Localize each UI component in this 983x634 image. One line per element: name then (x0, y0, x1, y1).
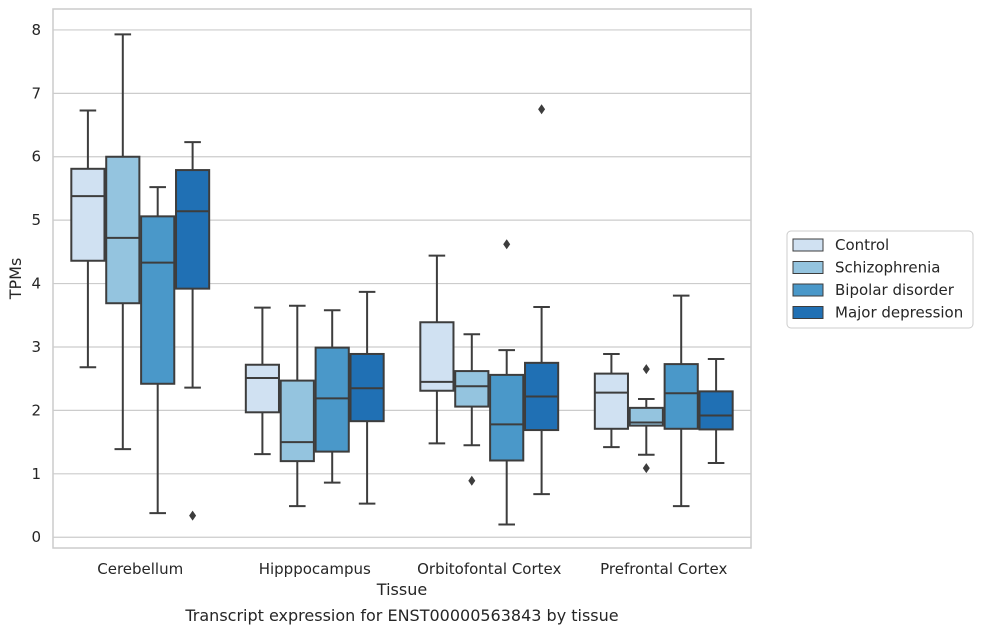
outlier-point (642, 364, 650, 375)
x-tick-label: Cerebellum (97, 560, 183, 578)
legend-label: Bipolar disorder (835, 281, 955, 299)
plot-frame (52, 8, 752, 549)
x-tick-labels: Cerebellum Hipppocampus Orbitofontal Corte… (97, 560, 727, 578)
iqr-box (663, 363, 699, 430)
legend-swatch (792, 261, 824, 274)
box-schizophrenia (279, 304, 315, 508)
x-tick-label: Orbitofontal Cortex (417, 560, 561, 578)
y-tick-label: 6 (31, 148, 41, 166)
outlier-point (642, 463, 650, 474)
outlier-point (538, 104, 546, 115)
box-schizophrenia (454, 333, 490, 486)
iqr-box (175, 169, 211, 290)
y-tick-label: 8 (31, 21, 41, 39)
legend-swatch (792, 283, 824, 297)
box-control (419, 254, 455, 445)
box-major-depression (698, 358, 734, 465)
iqr-box (628, 406, 664, 427)
iqr-box (105, 155, 141, 305)
box-control (244, 306, 280, 456)
y-tick-label: 0 (31, 528, 41, 546)
legend-swatch (792, 238, 824, 252)
x-tick-label: Prefrontal Cortex (600, 560, 727, 578)
legend-label: Control (835, 236, 889, 254)
outlier-point (468, 475, 476, 486)
outlier-point (189, 510, 197, 521)
box-layer (70, 33, 734, 526)
box-bipolar-disorder (140, 186, 176, 515)
iqr-box (140, 215, 176, 385)
box-bipolar-disorder (663, 294, 699, 508)
y-tick-label: 5 (31, 211, 41, 229)
box-major-depression (175, 141, 211, 521)
legend: Control Schizophrenia Bipolar disorder Majo… (786, 230, 974, 329)
y-tick-label: 3 (31, 338, 41, 356)
legend-label: Major depression (835, 304, 963, 322)
outlier-point (503, 239, 511, 250)
iqr-box (70, 167, 106, 262)
box-major-depression (349, 290, 385, 505)
iqr-box (489, 373, 525, 462)
iqr-box (419, 321, 455, 392)
y-axis-title: TPMs (6, 258, 25, 301)
x-axis-title: Tissue (376, 580, 427, 599)
box-major-depression (524, 104, 560, 496)
iqr-box (314, 346, 350, 453)
y-tick-label: 7 (31, 84, 41, 102)
box-schizophrenia (105, 33, 141, 451)
box-schizophrenia (628, 364, 664, 474)
box-control (593, 352, 629, 449)
legend-swatch (792, 306, 824, 319)
legend-frame (786, 230, 974, 329)
iqr-box (593, 372, 629, 430)
figure-caption: Transcript expression for ENST0000056384… (185, 606, 619, 625)
x-tick-label: Hipppocampus (259, 560, 371, 578)
box-bipolar-disorder (489, 239, 525, 526)
box-bipolar-disorder (314, 309, 350, 484)
y-tick-label: 1 (31, 465, 41, 483)
y-tick-labels: 0 1 2 3 4 5 6 7 8 (31, 21, 41, 546)
iqr-box (698, 390, 734, 431)
y-tick-label: 4 (31, 275, 41, 293)
legend-label: Schizophrenia (835, 259, 940, 277)
iqr-box (454, 370, 490, 408)
iqr-box (244, 363, 280, 414)
y-tick-label: 2 (31, 401, 41, 419)
box-control (70, 109, 106, 369)
iqr-box (279, 379, 315, 463)
